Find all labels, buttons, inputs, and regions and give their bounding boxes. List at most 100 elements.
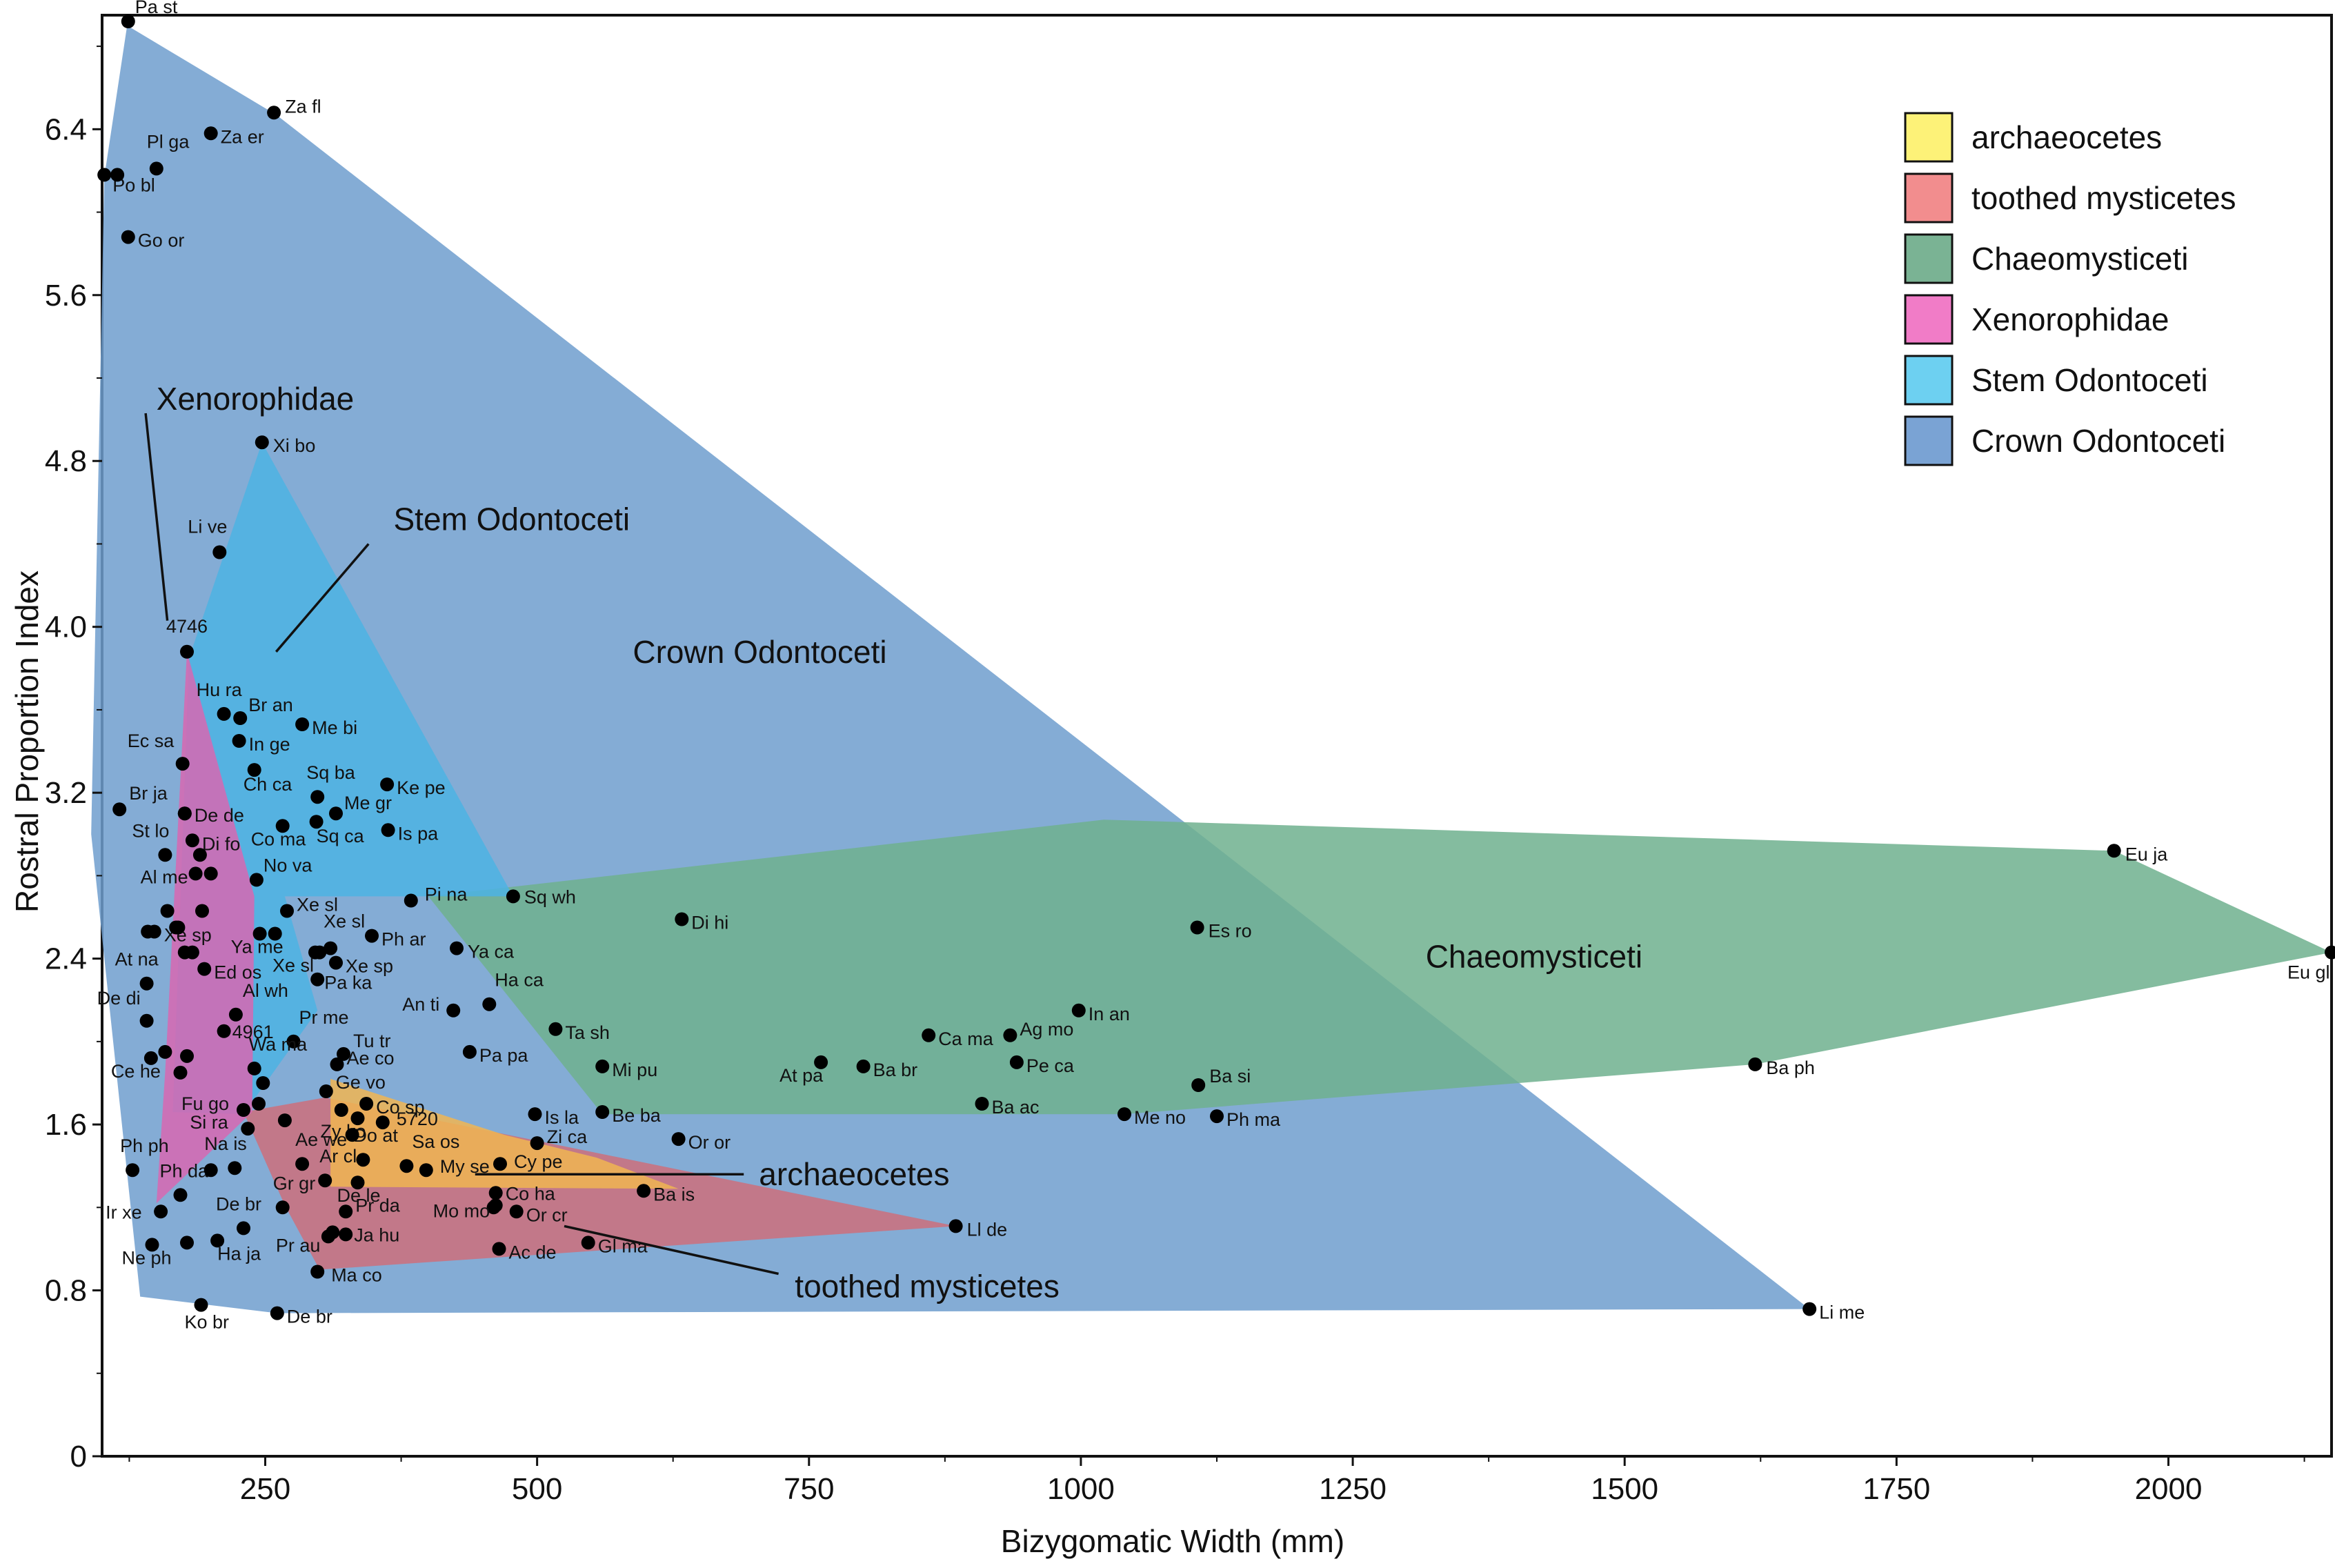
data-point-pa-ka [310,972,325,986]
data-point-ae-co [330,1057,344,1071]
data-point-label: De di [97,988,141,1009]
data-point-label: Xe sl [272,955,314,976]
data-point-label: Ph da [160,1160,210,1181]
annotation-leader-stem-odontoceti [275,543,370,653]
data-point-label: Ca ma [938,1029,994,1049]
data-point-zi-ca [530,1136,544,1151]
data-point-label: In an [1089,1004,1130,1024]
data-point-xe-sl [324,941,338,955]
data-point-label: Zi ca [547,1127,588,1147]
data-point-unlabeled [180,1235,194,1250]
data-point-li-me [1802,1302,1817,1316]
data-point-eu-ja [2107,844,2121,858]
data-point-ba-ph [1748,1057,1762,1071]
data-point-unlabeled [268,926,282,941]
data-point-label: Tu tr [353,1031,391,1051]
y-axis: 0 0.8 1.6 2.4 3.2 4.0 4.8 5.6 6.4 [45,46,102,1473]
data-point-ce-he [143,1051,158,1065]
y-tick-label: 1.6 [45,1108,87,1142]
data-point-in-an [1071,1003,1086,1018]
x-tick-label: 1750 [1862,1472,1930,1506]
data-point-ae-we [295,1157,310,1171]
data-point-cy-pe [493,1157,507,1171]
annotation-chaeomysticeti: Chaeomysticeti [1426,939,1642,975]
data-point-ed-os [197,962,212,976]
data-point-label: Fu go [181,1093,229,1114]
data-point-label: Di hi [691,913,728,933]
data-point-label: 4961 [232,1022,274,1042]
data-point-label: 5720 [397,1109,438,1129]
data-point-br-ja [112,802,127,817]
data-point-unlabeled [252,1097,266,1111]
x-axis-title: Bizygomatic Width (mm) [1001,1523,1344,1559]
data-point-unlabeled [160,904,175,918]
data-point-label: Ar cl [319,1146,357,1167]
legend-label-chaeomysticeti: Chaeomysticeti [1971,241,2188,277]
data-point-label: St lo [132,820,169,841]
data-point-do-at [356,1153,370,1167]
data-point-at-pa [814,1055,828,1069]
data-point-ir-xe [154,1204,168,1219]
data-point-ko-br [194,1298,208,1312]
x-tick-label: 2000 [2135,1472,2203,1506]
data-point-5720 [375,1115,390,1130]
data-point-label: Ta sh [565,1022,610,1043]
data-point-al-wh [228,1007,243,1022]
data-point-ya-ca [450,941,464,955]
data-point-al-me [188,866,203,881]
data-point-unlabeled [345,1128,359,1142]
data-point-is-pa [381,823,395,837]
annotation-crown-odontoceti: Crown Odontoceti [633,634,886,670]
data-point-unlabeled [110,168,125,182]
data-point-label: Mi pu [612,1060,657,1080]
data-point-label: Mo mo [433,1200,490,1221]
data-point-sq-wh [506,889,520,904]
data-point-label: Ch ca [244,774,293,795]
data-point-label: Hu ra [197,679,243,700]
x-tick-label: 750 [784,1472,834,1506]
data-point-si-ra [241,1122,255,1136]
data-point-pe-ca [1009,1055,1024,1069]
legend-swatch-crown-odontoceti [1904,415,1954,466]
data-point-label: At pa [779,1065,824,1086]
data-point-co-ma [275,819,290,833]
data-point-pr-me [286,1034,301,1049]
data-point-sq-ba [310,790,325,804]
data-point-ha-ca [482,997,497,1011]
data-point-label: Li me [1819,1302,1865,1323]
data-point-label: Ag mo [1020,1019,1073,1040]
x-tick-label: 1500 [1591,1472,1658,1506]
data-point-label: Ba ph [1766,1058,1815,1078]
data-point-no-va [249,873,264,887]
data-point-di-fo [185,833,199,848]
data-point-or-or [671,1132,686,1147]
y-tick-label: 0 [70,1440,87,1473]
y-tick-label: 2.4 [45,942,87,976]
data-point-label: Xe sl [297,895,338,915]
data-point-go-or [121,230,135,244]
data-point-label: Sa os [412,1131,459,1152]
data-point-ja-hu [339,1227,353,1242]
data-point-xe-sl [280,904,294,918]
data-point-co-sp [359,1097,374,1111]
data-point-na-is [228,1161,242,1175]
data-point-label: At na [115,949,159,970]
data-point-me-bi [295,717,310,731]
data-point-unlabeled [203,866,218,881]
data-point-label: Do at [353,1125,398,1146]
data-point-label: In ge [249,734,290,755]
data-point-za-fl [267,106,281,120]
data-point-hu-ra [217,706,231,721]
data-point-label: Pa st [135,0,178,17]
data-point-unlabeled [195,904,209,918]
data-point-label: Di fo [202,833,241,854]
data-point-label: Sq ca [317,826,365,846]
data-point-be-ba [595,1105,610,1119]
y-tick-label: 4.0 [45,611,87,644]
data-point-label: Ll de [967,1219,1008,1240]
legend-swatch-xenorophidae [1904,294,1954,345]
data-point-label: Zy ko [321,1121,366,1142]
data-point-label: Na is [204,1133,247,1154]
data-point-label: Ne ph [122,1247,172,1268]
